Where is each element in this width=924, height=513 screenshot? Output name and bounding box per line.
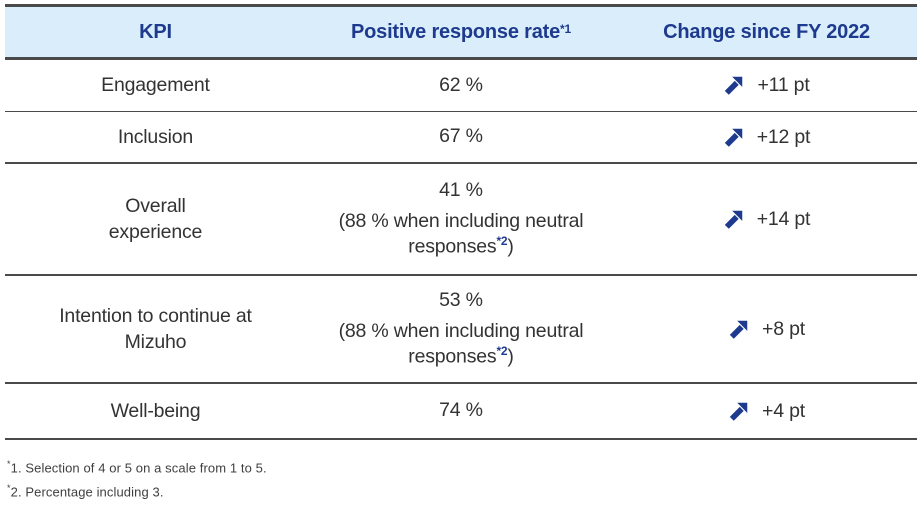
rate-value: 53 % <box>439 288 483 311</box>
rate-value: 62 % <box>439 73 483 96</box>
footnotes: *1. Selection of 4 or 5 on a scale from … <box>5 440 917 505</box>
table-header-row: KPI Positive response rate *1 Change sinc… <box>5 7 917 60</box>
kpi-label: Engagement <box>101 74 210 97</box>
change-cell: +14 pt <box>616 202 917 237</box>
kpi-cell: Engagement <box>5 66 306 104</box>
header-change-label: Change since FY 2022 <box>663 20 870 43</box>
kpi-cell: Intention to continue at Mizuho <box>5 297 306 362</box>
trend-up-icon <box>723 209 744 230</box>
rate-cell: 53 % (88 % when including neutral respon… <box>306 282 616 377</box>
kpi-cell: Overall experience <box>5 187 306 252</box>
table-row-well-being: Well-being 74 % +4 pt <box>5 384 917 440</box>
change-value: +8 pt <box>762 317 805 340</box>
kpi-label: Intention to continue at Mizuho <box>59 304 252 353</box>
rate-value: 41 % <box>439 178 483 201</box>
kpi-table: KPI Positive response rate *1 Change sinc… <box>5 4 917 440</box>
kpi-label: Overall experience <box>108 194 203 243</box>
footnote-2: *2. Percentage including 3. <box>7 483 164 500</box>
rate-cell: 62 % <box>306 67 616 104</box>
rate-cell: 41 % (88 % when including neutral respon… <box>306 172 616 267</box>
table-row-inclusion: Inclusion 67 % +12 pt <box>5 112 917 164</box>
table-row-intention-to-continue: Intention to continue at Mizuho 53 % (88… <box>5 276 917 384</box>
trend-up-icon <box>723 75 744 96</box>
change-cell: +11 pt <box>616 68 917 103</box>
change-cell: +12 pt <box>616 120 917 155</box>
change-value: +4 pt <box>762 399 805 422</box>
kpi-cell: Well-being <box>5 392 306 430</box>
header-kpi: KPI <box>5 15 306 50</box>
rate-value: 67 % <box>439 125 483 148</box>
change-value: +14 pt <box>756 207 811 230</box>
header-positive-response-rate: Positive response rate *1 <box>306 15 616 50</box>
footnote-ref-2: *2 <box>496 234 508 249</box>
kpi-label: Inclusion <box>117 125 194 148</box>
table-row-overall-experience: Overall experience 41 % (88 % when inclu… <box>5 164 917 276</box>
footnote-ref-1: *1 <box>560 22 571 36</box>
header-change-since-fy2022: Change since FY 2022 <box>616 15 917 50</box>
change-value: +11 pt <box>757 74 810 96</box>
rate-note: (88 % when including neutral responses*2… <box>338 320 584 368</box>
trend-up-icon <box>723 127 744 148</box>
kpi-label: Well-being <box>110 399 201 422</box>
footnote-ref-2: *2 <box>496 344 508 359</box>
change-cell: +8 pt <box>616 312 917 347</box>
rate-value: 74 % <box>439 399 483 422</box>
rate-cell: 67 % <box>306 118 616 155</box>
change-value: +12 pt <box>756 125 811 148</box>
header-kpi-label: KPI <box>139 20 172 43</box>
header-rate-label: Positive response rate <box>351 20 561 43</box>
table-row-engagement: Engagement 62 % +11 pt <box>5 60 917 112</box>
rate-note: (88 % when including neutral responses*2… <box>338 210 584 258</box>
change-cell: +4 pt <box>616 394 917 429</box>
kpi-cell: Inclusion <box>5 118 306 156</box>
trend-up-icon <box>728 401 749 422</box>
trend-up-icon <box>728 319 749 340</box>
rate-cell: 74 % <box>306 392 616 429</box>
footnote-1: *1. Selection of 4 or 5 on a scale from … <box>7 459 267 476</box>
